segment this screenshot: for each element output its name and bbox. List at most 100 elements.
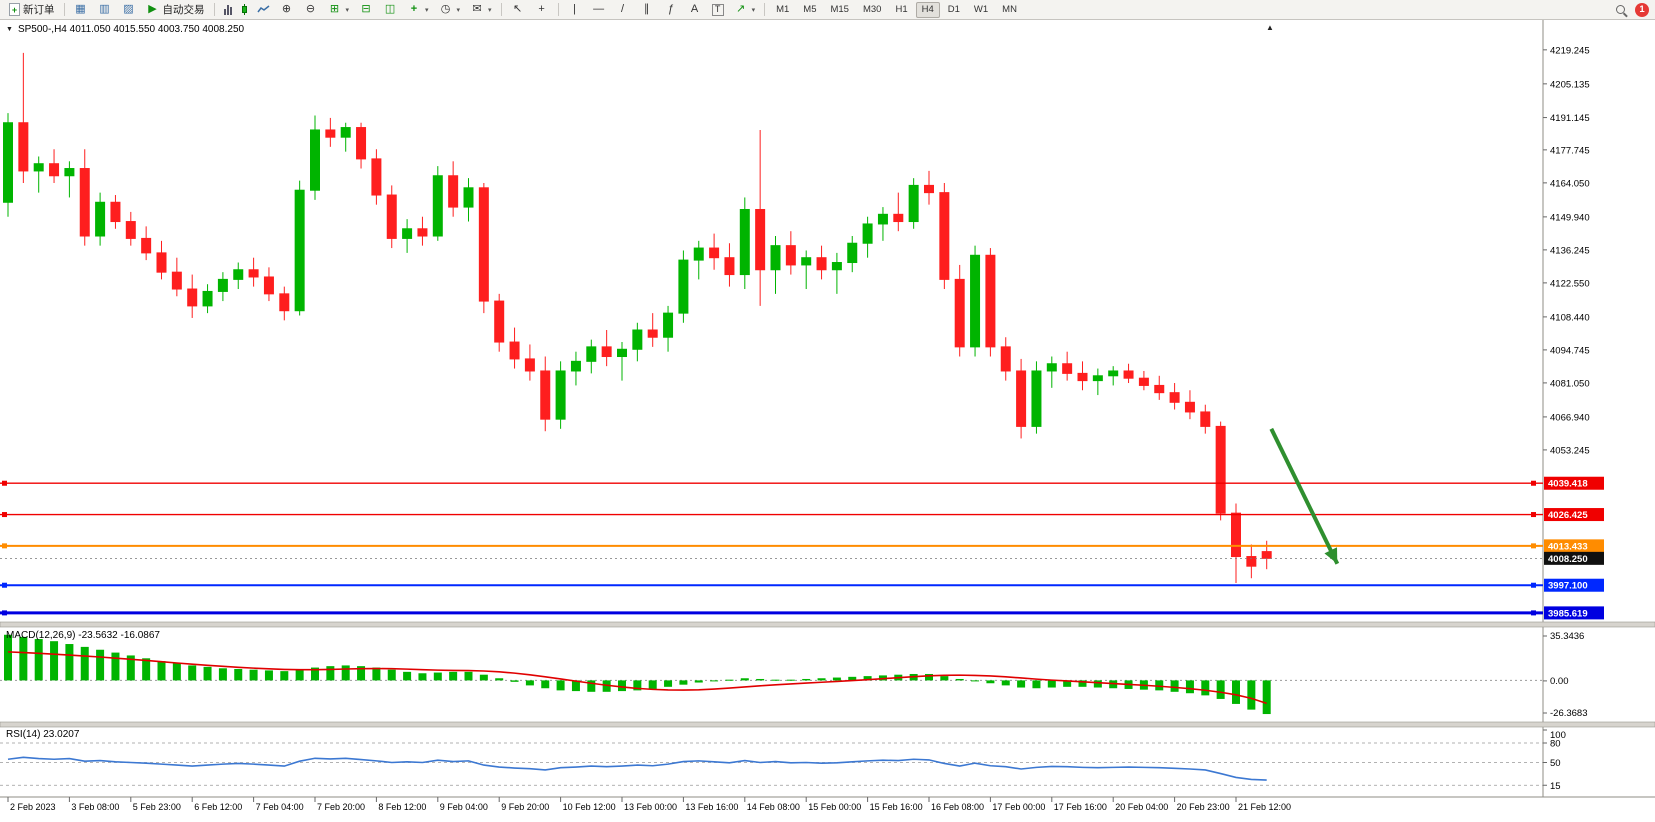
- timeframe-m1-button[interactable]: M1: [776, 4, 790, 15]
- time-axis-label: 21 Feb 12:00: [1238, 802, 1291, 812]
- macd-histogram-bar: [264, 670, 273, 681]
- candle-body: [110, 201, 121, 223]
- auto-scroll-button[interactable]: ⊟: [354, 1, 378, 18]
- trend-arrow-line[interactable]: [1269, 427, 1340, 565]
- time-axis-label: 15 Feb 16:00: [870, 802, 923, 812]
- zoom-in-icon: ⊕: [281, 3, 292, 15]
- line-handle-left[interactable]: [2, 512, 7, 518]
- horizontal-line-icon: ―: [593, 3, 605, 15]
- candle-body: [1246, 556, 1257, 567]
- zoom-out-button[interactable]: ⊖: [299, 1, 323, 18]
- candle-body: [432, 175, 443, 237]
- channel-icon: ∥: [643, 3, 650, 15]
- profiles-button[interactable]: ▥: [93, 1, 117, 18]
- fibonacci-tool-button[interactable]: ƒ: [659, 1, 683, 18]
- candle-body: [18, 122, 29, 172]
- chevron-down-icon: ▾: [751, 6, 756, 14]
- data-window-button[interactable]: ▨: [117, 1, 141, 18]
- notification-badge[interactable]: 1: [1635, 2, 1649, 17]
- trend-arrow-head: [1324, 547, 1338, 564]
- panel-splitter-rsi[interactable]: [0, 721, 1655, 728]
- indicators-button[interactable]: + ▾: [402, 1, 434, 18]
- timeframe-h1-button[interactable]: H1: [895, 4, 908, 15]
- panel-splitter-macd[interactable]: [0, 621, 1655, 628]
- text-tool-button[interactable]: A: [683, 1, 707, 18]
- horizontal-line-tool-button[interactable]: ―: [587, 1, 611, 18]
- macd-histogram-bar: [1247, 680, 1256, 710]
- line-handle-right[interactable]: [1531, 543, 1536, 549]
- candle-body: [171, 271, 182, 290]
- line-chart-type-button[interactable]: [252, 1, 275, 18]
- zoom-in-button[interactable]: ⊕: [275, 1, 299, 18]
- candle-body: [1184, 401, 1195, 413]
- rsi-scale-label: 50: [1550, 758, 1561, 769]
- timeframe-d1-button[interactable]: D1: [947, 4, 960, 15]
- channel-tool-button[interactable]: ∥: [635, 1, 659, 18]
- macd-histogram-bar: [1216, 680, 1225, 699]
- charts-window-button[interactable]: ▦: [69, 1, 93, 18]
- candle-body: [1000, 346, 1011, 372]
- templates-button[interactable]: ✉ ▾: [465, 1, 497, 18]
- macd-histogram-bar: [648, 680, 657, 689]
- line-handle-right[interactable]: [1531, 582, 1536, 588]
- candle-body: [1092, 375, 1103, 382]
- line-handle-left[interactable]: [2, 610, 7, 616]
- new-order-button[interactable]: + 新订单: [4, 1, 60, 18]
- autotrade-button[interactable]: ▶ 自动交易: [141, 1, 210, 18]
- macd-histogram-bar: [1001, 680, 1010, 686]
- line-handle-left[interactable]: [2, 480, 7, 486]
- periods-button[interactable]: ◷ ▾: [434, 1, 466, 18]
- timeframe-m5-button[interactable]: M5: [803, 4, 817, 15]
- macd-histogram-bar: [157, 661, 166, 681]
- candle-body: [263, 276, 274, 295]
- vertical-line-tool-button[interactable]: |: [563, 1, 587, 18]
- timeframe-m15-button[interactable]: M15: [830, 4, 849, 15]
- search-icon[interactable]: [1616, 5, 1625, 14]
- line-handle-left[interactable]: [2, 543, 7, 549]
- timeframe-mn-button[interactable]: MN: [1002, 4, 1017, 15]
- scroll-to-end-marker[interactable]: ▲: [1266, 23, 1274, 32]
- shapes-tool-button[interactable]: ↗ ▾: [729, 1, 761, 18]
- grid-button[interactable]: ⊞ ▾: [323, 1, 355, 18]
- line-handle-right[interactable]: [1531, 480, 1536, 486]
- macd-histogram-bar: [1063, 680, 1072, 687]
- candle-chart-type-button[interactable]: [237, 1, 252, 18]
- label-tool-button[interactable]: T: [707, 1, 729, 18]
- bar-chart-icon: [223, 4, 232, 15]
- candle-body: [877, 213, 888, 225]
- macd-histogram-bar: [326, 666, 335, 681]
- arrow-shape-icon: ↗: [735, 3, 746, 15]
- trendline-tool-button[interactable]: /: [611, 1, 635, 18]
- price-axis-label: 4122.550: [1550, 278, 1590, 289]
- timeframe-h4-button[interactable]: H4: [915, 1, 940, 18]
- macd-histogram-bar: [679, 680, 688, 685]
- zoom-out-icon: ⊖: [305, 3, 316, 15]
- candle-body: [924, 184, 934, 194]
- macd-histogram-bar: [925, 673, 933, 681]
- candle-body: [801, 257, 812, 266]
- macd-histogram-bar: [756, 678, 765, 681]
- time-axis-label: 16 Feb 08:00: [931, 802, 984, 812]
- macd-histogram-bar: [863, 676, 872, 681]
- chart-shift-button[interactable]: ◫: [378, 1, 402, 18]
- cursor-tool-button[interactable]: ↖: [506, 1, 530, 18]
- macd-histogram-bar: [449, 671, 458, 681]
- line-handle-right[interactable]: [1531, 512, 1536, 518]
- data-window-icon: ▨: [123, 3, 134, 15]
- clock-icon: ◷: [440, 3, 451, 15]
- timeframe-w1-button[interactable]: W1: [973, 4, 989, 15]
- crosshair-tool-button[interactable]: +: [530, 1, 554, 18]
- label-icon: T: [711, 3, 724, 16]
- collapse-triangle-icon[interactable]: ▼: [6, 26, 13, 33]
- candle-body: [1077, 372, 1088, 382]
- line-handle-left[interactable]: [2, 582, 7, 588]
- hline-price-label: 4039.418: [1548, 479, 1588, 490]
- time-axis-label: 7 Feb 20:00: [317, 802, 365, 812]
- timeframe-m30-button[interactable]: M30: [862, 4, 882, 15]
- line-handle-right[interactable]: [1531, 610, 1536, 616]
- macd-histogram-bar: [387, 669, 396, 681]
- hline-price-tag: [1544, 539, 1604, 553]
- bar-chart-type-button[interactable]: [219, 1, 237, 18]
- candle-body: [187, 288, 198, 307]
